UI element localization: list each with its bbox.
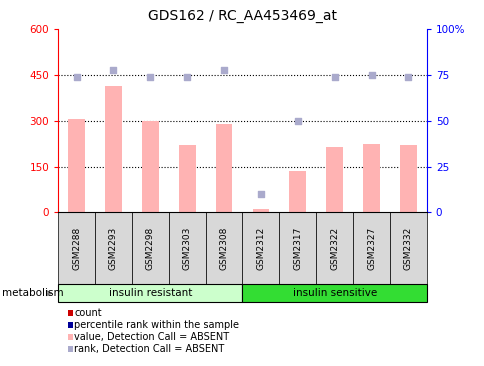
Text: GSM2293: GSM2293 xyxy=(109,226,118,270)
Text: GSM2312: GSM2312 xyxy=(256,226,265,270)
Text: GSM2327: GSM2327 xyxy=(366,226,375,270)
Text: GSM2303: GSM2303 xyxy=(182,226,191,270)
Bar xyxy=(289,171,305,212)
Bar xyxy=(252,209,269,212)
Text: GSM2298: GSM2298 xyxy=(146,226,154,270)
Text: count: count xyxy=(74,308,102,318)
Text: metabolism: metabolism xyxy=(2,288,64,298)
Text: GSM2317: GSM2317 xyxy=(293,226,302,270)
Bar xyxy=(142,121,158,212)
Bar xyxy=(326,147,342,212)
Point xyxy=(404,74,411,80)
Bar xyxy=(363,143,379,212)
Text: GSM2308: GSM2308 xyxy=(219,226,228,270)
Point xyxy=(109,67,117,72)
Bar xyxy=(399,145,416,212)
Text: GDS162 / RC_AA453469_at: GDS162 / RC_AA453469_at xyxy=(148,9,336,23)
Point xyxy=(367,72,375,78)
Text: GSM2288: GSM2288 xyxy=(72,226,81,270)
Bar xyxy=(68,119,85,212)
Text: percentile rank within the sample: percentile rank within the sample xyxy=(74,320,239,330)
Text: insulin resistant: insulin resistant xyxy=(108,288,192,298)
Bar xyxy=(105,86,121,212)
Point xyxy=(220,67,227,72)
Point xyxy=(330,74,338,80)
Text: value, Detection Call = ABSENT: value, Detection Call = ABSENT xyxy=(74,332,228,342)
Text: rank, Detection Call = ABSENT: rank, Detection Call = ABSENT xyxy=(74,344,224,354)
Text: GSM2322: GSM2322 xyxy=(330,227,338,269)
Text: insulin sensitive: insulin sensitive xyxy=(292,288,376,298)
Point xyxy=(146,74,154,80)
Text: GSM2332: GSM2332 xyxy=(403,226,412,270)
Point xyxy=(183,74,191,80)
Bar xyxy=(215,124,232,212)
Point xyxy=(73,74,80,80)
Point xyxy=(257,191,264,197)
Point xyxy=(293,118,301,124)
Bar xyxy=(179,145,195,212)
